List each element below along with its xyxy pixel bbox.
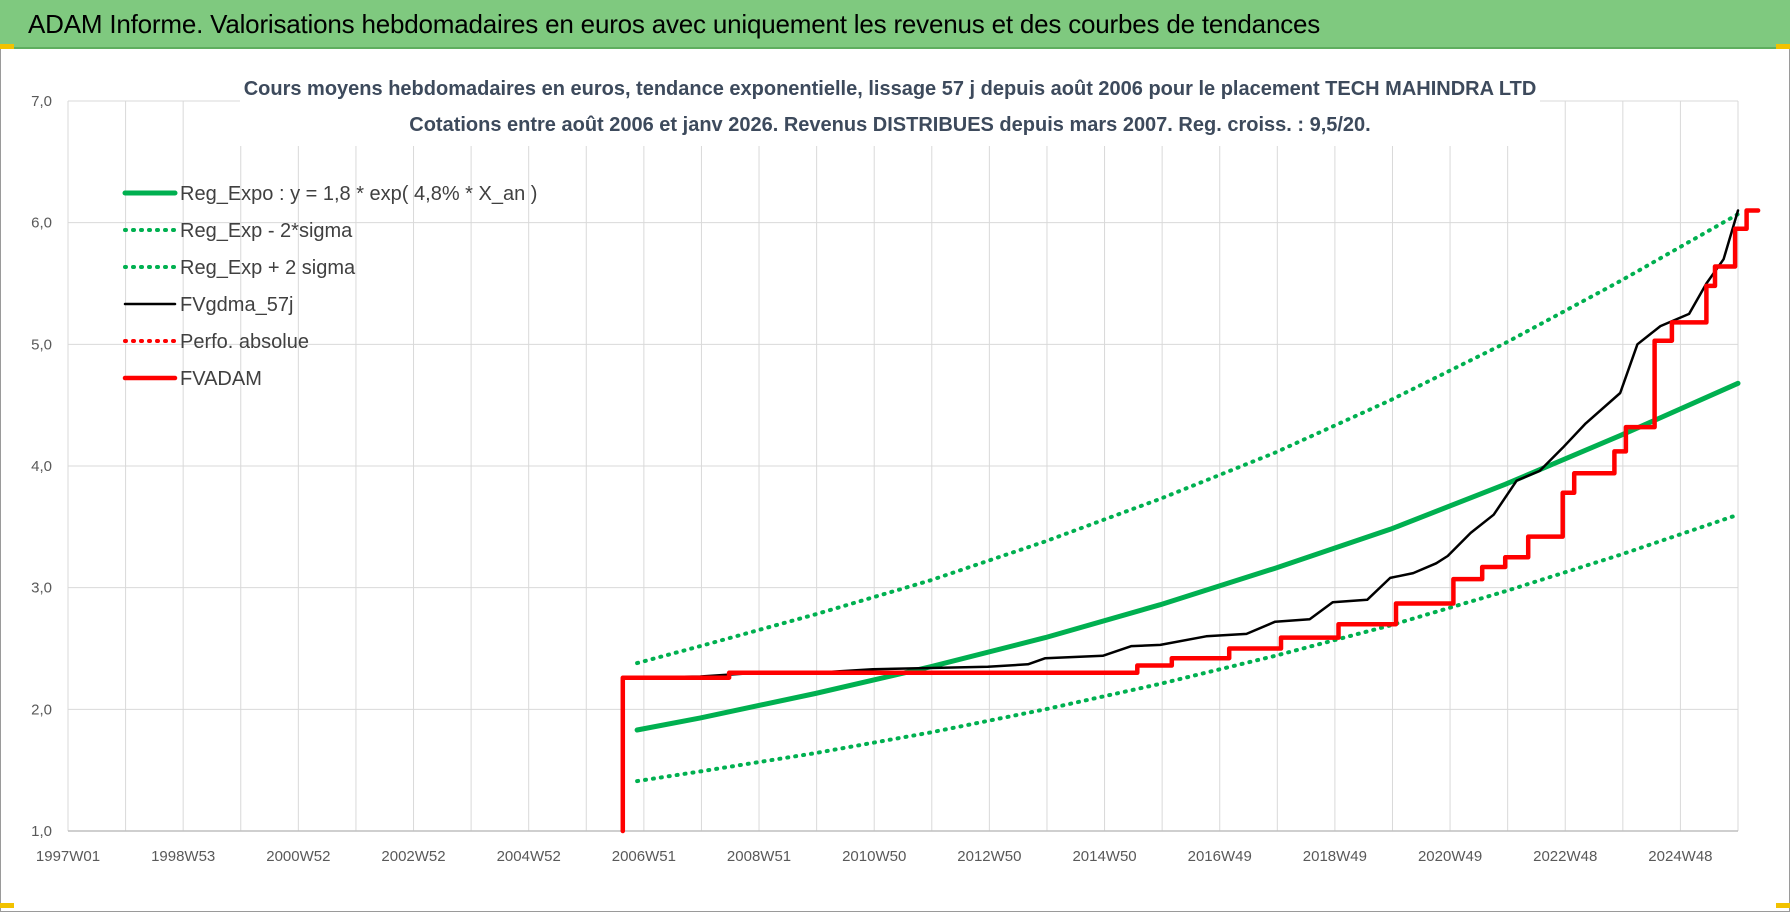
x-tick-label: 2002W52 [381,848,445,865]
y-tick-label: 4,0 [31,458,52,475]
corner-marker [1776,903,1790,908]
x-tick-label: 2022W48 [1533,848,1597,865]
series-line-5 [620,208,1761,834]
legend-label: Perfo. absolue [180,331,309,353]
legend-label: Reg_Expo : y = 1,8 * exp( 4,8% * X_an ) [180,183,537,205]
x-tick-label: 2010W50 [842,848,906,865]
y-tick-label: 5,0 [31,336,52,353]
corner-marker [0,903,14,908]
series-line-3 [624,209,1740,679]
series-line-2 [635,212,1740,666]
y-tick-label: 3,0 [31,580,52,597]
x-tick-label: 1997W01 [36,848,100,865]
x-axis-ticks: 1997W01 1998W53 2000W52 2002W52 2004W52 2006W… [36,848,1713,865]
x-tick-label: 1998W53 [151,848,215,865]
corner-marker [0,44,14,49]
y-axis-ticks: 1,0 2,0 3,0 4,0 5,0 6,0 7,0 [31,93,52,840]
x-tick-label: 2006W51 [612,848,676,865]
legend: Reg_Expo : y = 1,8 * exp( 4,8% * X_an ) R… [122,183,537,390]
x-tick-label: 2016W49 [1188,848,1252,865]
x-tick-label: 2004W52 [497,848,561,865]
x-tick-label: 2018W49 [1303,848,1367,865]
legend-label: FVADAM [180,368,262,390]
legend-label: Reg_Exp - 2*sigma [180,220,353,242]
corner-marker [1776,44,1790,49]
banner-title: ADAM Informe. Valorisations hebdomadaire… [28,9,1321,39]
series-lines [620,208,1761,834]
y-tick-label: 1,0 [31,823,52,840]
chart-title: Cours moyens hebdomadaires en euros, ten… [244,78,1537,100]
y-tick-label: 2,0 [31,701,52,718]
y-tick-label: 6,0 [31,215,52,232]
legend-label: FVgdma_57j [180,294,293,316]
legend-label: Reg_Exp + 2 sigma [180,257,356,279]
series-line-1 [635,512,1740,784]
title-banner: ADAM Informe. Valorisations hebdomadaire… [0,0,1790,49]
x-tick-label: 2012W50 [957,848,1021,865]
grid-lines [67,100,1739,832]
x-tick-label: 2024W48 [1648,848,1712,865]
y-tick-label: 7,0 [31,93,52,110]
x-tick-label: 2014W50 [1072,848,1136,865]
chart-subtitle: Cotations entre août 2006 et janv 2026. … [409,114,1370,136]
x-tick-label: 2008W51 [727,848,791,865]
x-tick-label: 2020W49 [1418,848,1482,865]
title-background [240,70,1540,146]
x-tick-label: 2000W52 [266,848,330,865]
